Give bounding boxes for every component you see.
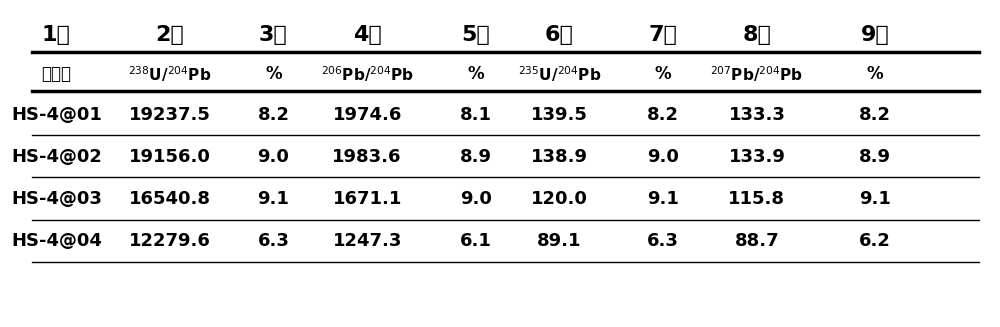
Text: %: % (867, 65, 884, 83)
Text: 2列: 2列 (155, 26, 184, 45)
Text: %: % (265, 65, 282, 83)
Text: 120.0: 120.0 (531, 190, 588, 208)
Text: HS-4@02: HS-4@02 (11, 148, 102, 166)
Text: 139.5: 139.5 (531, 106, 588, 124)
Text: 9.1: 9.1 (257, 190, 289, 208)
Text: 12279.6: 12279.6 (129, 232, 211, 250)
Text: HS-4@04: HS-4@04 (11, 232, 102, 250)
Text: 133.9: 133.9 (728, 148, 785, 166)
Text: 9.0: 9.0 (647, 148, 679, 166)
Text: 3列: 3列 (259, 26, 288, 45)
Text: %: % (655, 65, 671, 83)
Text: 5列: 5列 (461, 26, 490, 45)
Text: 88.7: 88.7 (735, 232, 779, 250)
Text: %: % (467, 65, 484, 83)
Text: 9.0: 9.0 (460, 190, 492, 208)
Text: 9.0: 9.0 (257, 148, 289, 166)
Text: 8列: 8列 (742, 26, 771, 45)
Text: $^{235}$U/$^{204}$Pb: $^{235}$U/$^{204}$Pb (518, 64, 601, 84)
Text: 6.3: 6.3 (647, 232, 679, 250)
Text: 样品点: 样品点 (41, 65, 71, 83)
Text: 8.2: 8.2 (257, 106, 289, 124)
Text: 6列: 6列 (545, 26, 574, 45)
Text: $^{238}$U/$^{204}$Pb: $^{238}$U/$^{204}$Pb (128, 64, 211, 84)
Text: 8.9: 8.9 (460, 148, 492, 166)
Text: 138.9: 138.9 (531, 148, 588, 166)
Text: 1671.1: 1671.1 (332, 190, 402, 208)
Text: 1247.3: 1247.3 (332, 232, 402, 250)
Text: 89.1: 89.1 (537, 232, 582, 250)
Text: 1列: 1列 (42, 26, 71, 45)
Text: 9.1: 9.1 (859, 190, 891, 208)
Text: 8.2: 8.2 (647, 106, 679, 124)
Text: 8.9: 8.9 (859, 148, 891, 166)
Text: 16540.8: 16540.8 (129, 190, 211, 208)
Text: 6.2: 6.2 (859, 232, 891, 250)
Text: 133.3: 133.3 (728, 106, 785, 124)
Text: 4列: 4列 (353, 26, 382, 45)
Text: 6.1: 6.1 (460, 232, 492, 250)
Text: $^{206}$Pb/$^{204}$Pb: $^{206}$Pb/$^{204}$Pb (321, 64, 414, 84)
Text: $^{207}$Pb/$^{204}$Pb: $^{207}$Pb/$^{204}$Pb (710, 64, 803, 84)
Text: 19156.0: 19156.0 (129, 148, 211, 166)
Text: 9列: 9列 (861, 26, 890, 45)
Text: 7列: 7列 (649, 26, 678, 45)
Text: HS-4@01: HS-4@01 (11, 106, 102, 124)
Text: 8.2: 8.2 (859, 106, 891, 124)
Text: 8.1: 8.1 (460, 106, 492, 124)
Text: 6.3: 6.3 (257, 232, 289, 250)
Text: 9.1: 9.1 (647, 190, 679, 208)
Text: HS-4@03: HS-4@03 (11, 190, 102, 208)
Text: 19237.5: 19237.5 (129, 106, 211, 124)
Text: 115.8: 115.8 (728, 190, 785, 208)
Text: 1974.6: 1974.6 (332, 106, 402, 124)
Text: 1983.6: 1983.6 (332, 148, 402, 166)
